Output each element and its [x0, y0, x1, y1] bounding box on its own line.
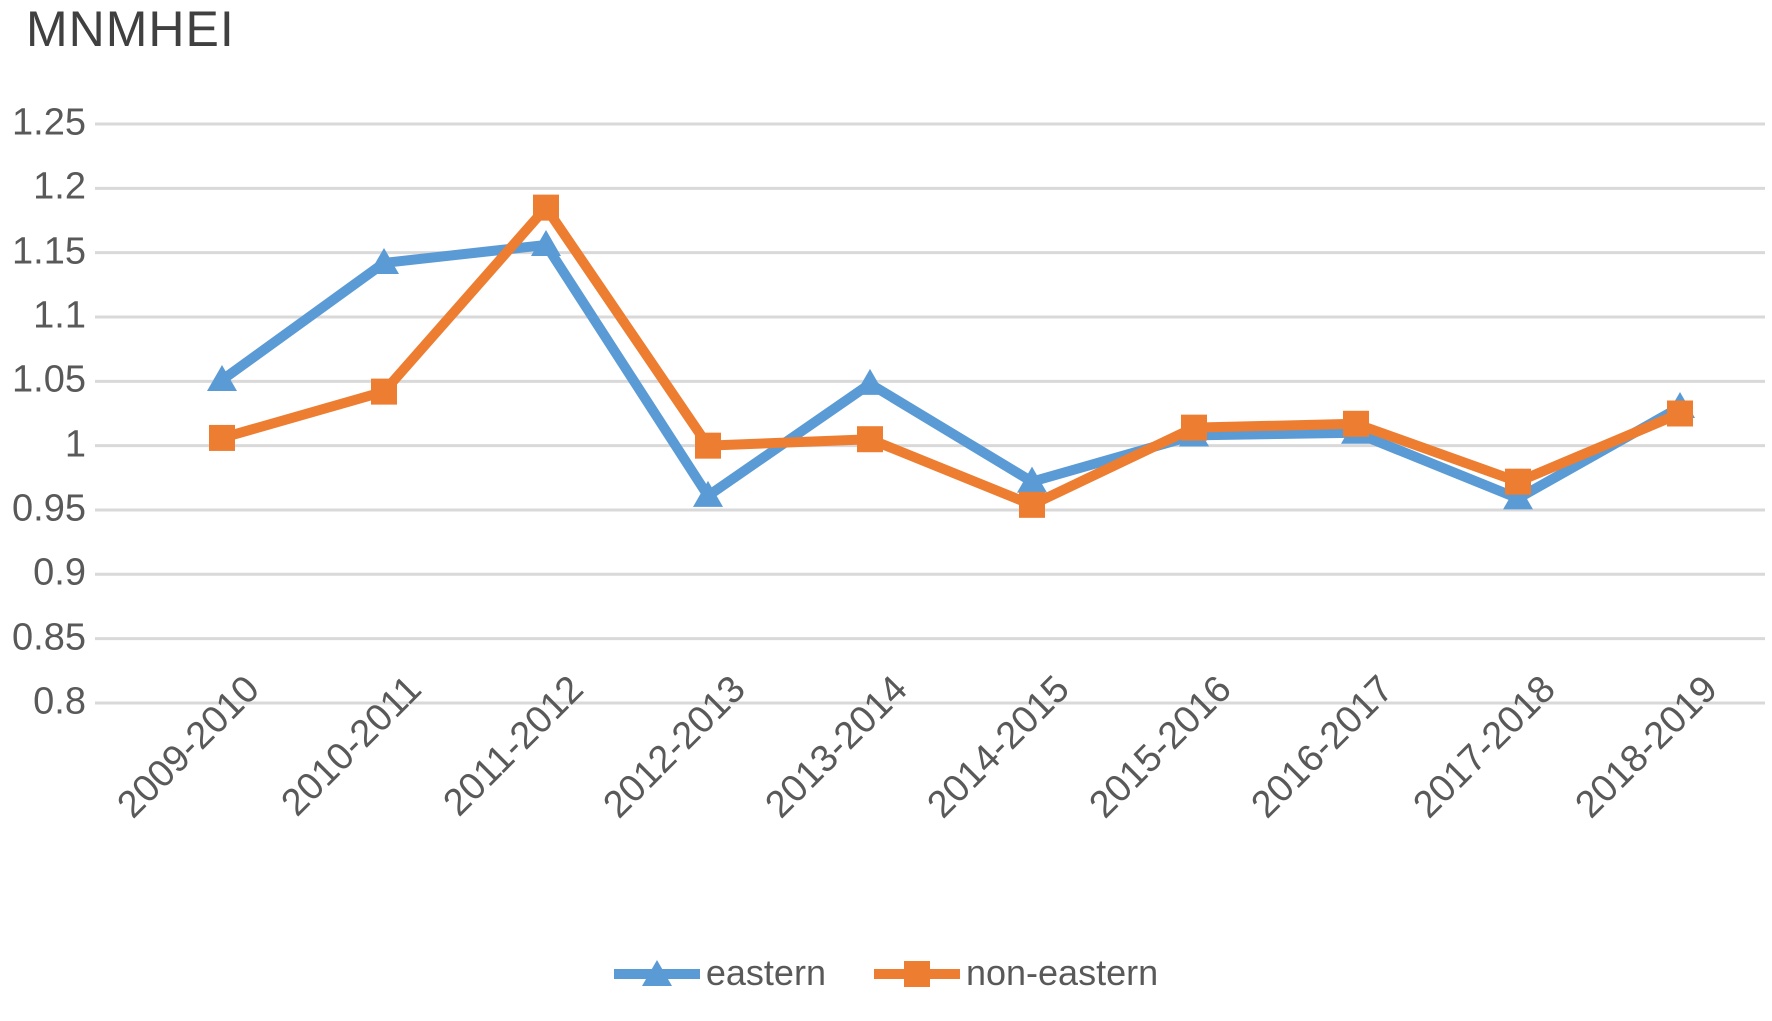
legend-label-non-eastern: non-eastern [965, 952, 1159, 993]
square-marker-non-eastern [1181, 414, 1207, 441]
legend-item-non-eastern: non-eastern [873, 952, 1159, 994]
y-tick-label: 1.2 [33, 165, 86, 208]
y-tick-label: 0.95 [12, 487, 86, 530]
square-marker-non-eastern [1667, 400, 1693, 427]
y-tick-label: 0.9 [33, 551, 86, 594]
square-marker-non-eastern [857, 426, 883, 453]
square-marker-non-eastern [1505, 468, 1531, 495]
legend-item-eastern: eastern [613, 952, 826, 994]
eastern-line-triangle-icon [613, 960, 700, 986]
triangle-marker-eastern [1017, 466, 1047, 493]
triangle-marker-eastern [531, 229, 561, 256]
y-tick-label: 1.05 [12, 358, 86, 401]
square-marker-non-eastern [371, 378, 397, 405]
triangle-marker-eastern [369, 247, 399, 274]
non-eastern-line-square-icon [873, 961, 960, 987]
y-tick-label: 1.1 [33, 294, 86, 337]
series-line-non-eastern [217, 202, 1685, 510]
square-marker-non-eastern [533, 194, 559, 221]
triangle-marker-eastern [207, 365, 237, 392]
y-tick-label: 0.8 [33, 680, 86, 723]
y-tick-label: 1 [64, 423, 86, 466]
y-tick-label: 1.25 [12, 101, 86, 144]
legend-label-eastern: eastern [705, 952, 826, 993]
triangle-marker-eastern [693, 480, 723, 507]
square-marker-non-eastern [695, 432, 721, 459]
y-tick-label: 1.15 [12, 230, 86, 273]
triangle-marker-eastern [1503, 483, 1533, 510]
triangle-marker-eastern [855, 368, 885, 395]
legend: eastern non-eastern [0, 952, 1772, 994]
series-line-eastern [217, 239, 1685, 504]
square-marker-non-eastern [1343, 410, 1369, 437]
chart-title: MNMHEI [26, 1, 235, 57]
y-tick-label: 0.85 [12, 616, 86, 659]
square-marker-non-eastern [209, 424, 235, 451]
square-marker-non-eastern [1019, 491, 1045, 518]
